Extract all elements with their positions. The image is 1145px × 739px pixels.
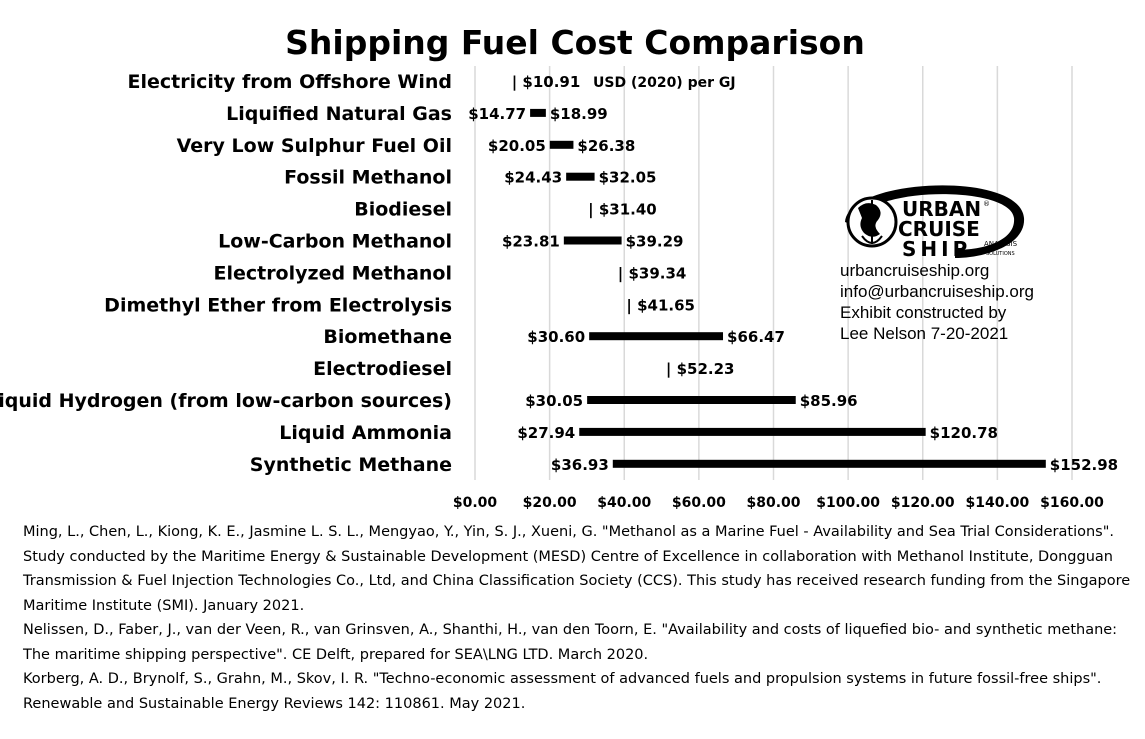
range-bar bbox=[579, 427, 926, 436]
high-value-label: | $52.23 bbox=[666, 360, 735, 379]
gridlines bbox=[474, 66, 1073, 480]
x-tick-label: $20.00 bbox=[523, 495, 577, 511]
x-tick-label: $120.00 bbox=[891, 495, 955, 511]
low-value-label: $36.93 bbox=[551, 456, 609, 474]
high-value-label: $26.38 bbox=[577, 137, 635, 155]
globe-continents bbox=[858, 203, 881, 237]
low-value-label: $14.77 bbox=[468, 105, 526, 123]
range-bar bbox=[563, 236, 622, 245]
low-value-label: $20.05 bbox=[488, 137, 546, 155]
low-value-label: $27.94 bbox=[517, 424, 575, 442]
high-value-label: $39.29 bbox=[626, 233, 684, 251]
anchor-icon bbox=[861, 200, 883, 244]
category-label: Electrolyzed Methanol bbox=[213, 262, 452, 284]
range-bar bbox=[612, 459, 1046, 468]
range-bar bbox=[530, 108, 546, 117]
high-value-label: | $31.40 bbox=[588, 201, 657, 220]
reference-3: Korberg, A. D., Brynolf, S., Grahn, M., … bbox=[23, 671, 1102, 712]
range-bar bbox=[549, 140, 574, 149]
category-label: Liquid Ammonia bbox=[279, 422, 452, 444]
category-label: Electricity from Offshore Wind bbox=[128, 71, 452, 93]
category-label: Electrodiesel bbox=[313, 358, 452, 380]
high-value-label: $66.47 bbox=[727, 328, 785, 346]
range-bar bbox=[566, 172, 595, 181]
category-label: Synthetic Methane bbox=[250, 454, 452, 476]
x-tick-label: $160.00 bbox=[1040, 495, 1104, 511]
logo-sub1: ANALYSIS bbox=[984, 240, 1018, 248]
category-label: Biomethane bbox=[323, 326, 452, 348]
high-value-label: | $41.65 bbox=[626, 296, 695, 315]
unit-label: USD (2020) per GJ bbox=[593, 75, 736, 91]
high-value-label: | $39.34 bbox=[618, 264, 687, 283]
category-label: Liquified Natural Gas bbox=[226, 103, 452, 125]
low-value-label: $24.43 bbox=[504, 169, 562, 187]
x-tick-label: $60.00 bbox=[672, 495, 726, 511]
x-tick-label: $0.00 bbox=[453, 495, 498, 511]
low-value-label: $30.60 bbox=[527, 328, 585, 346]
website-link[interactable]: urbancruiseship.org bbox=[840, 261, 990, 280]
x-axis-ticks: $0.00 $20.00 $40.00 $60.00 $80.00 $100.00 $120… bbox=[453, 495, 1104, 511]
reference-2: Nelissen, D., Faber, J., van der Veen, R… bbox=[23, 622, 1118, 663]
x-tick-label: $100.00 bbox=[816, 495, 880, 511]
category-label: Low-Carbon Methanol bbox=[218, 231, 452, 253]
references: Ming, L., Chen, L., Kiong, K. E., Jasmin… bbox=[23, 520, 1133, 716]
data-labels: | $10.91 $14.77 $18.99$20.05 $26.38 $24.43 $3… bbox=[468, 73, 1118, 474]
x-tick-label: $80.00 bbox=[746, 495, 800, 511]
range-bar bbox=[587, 396, 796, 404]
x-tick-label: $40.00 bbox=[597, 495, 651, 511]
range-bars bbox=[530, 108, 1046, 468]
credit-author: Lee Nelson 7-20-2021 bbox=[840, 324, 1009, 343]
range-bar bbox=[589, 332, 724, 341]
category-label: Liquid Hydrogen (from low-carbon sources… bbox=[0, 390, 452, 412]
contact-info: urbancruiseship.org info@urbancruiseship… bbox=[840, 260, 1034, 344]
category-label: Dimethyl Ether from Electrolysis bbox=[104, 294, 452, 316]
logo-line2: CRUISE bbox=[898, 217, 980, 241]
category-labels: Electricity from Offshore Wind Liquified … bbox=[0, 71, 452, 476]
category-label: Fossil Methanol bbox=[284, 167, 452, 189]
high-value-label: $18.99 bbox=[550, 105, 608, 123]
reference-1: Ming, L., Chen, L., Kiong, K. E., Jasmin… bbox=[23, 524, 1131, 614]
logo-line3: SHIP bbox=[902, 237, 971, 261]
fuel-cost-chart: Shipping Fuel Cost Comparison $0.00 $20.0… bbox=[0, 23, 1118, 511]
urban-cruise-ship-logo: URBAN CRUISE SHIP ANALYSIS SOLUTIONS ® bbox=[845, 185, 1025, 261]
high-value-label: $152.98 bbox=[1050, 456, 1118, 474]
logo-line1: URBAN bbox=[902, 197, 981, 221]
high-value-label: $85.96 bbox=[800, 392, 858, 410]
low-value-label: $23.81 bbox=[502, 233, 560, 251]
logo-sub2: SOLUTIONS bbox=[986, 251, 1015, 257]
chart-title: Shipping Fuel Cost Comparison bbox=[285, 23, 865, 62]
low-value-label: $30.05 bbox=[525, 392, 583, 410]
high-value-label: | $10.91 bbox=[512, 73, 581, 92]
registered-mark: ® bbox=[983, 200, 990, 208]
email-link[interactable]: info@urbancruiseship.org bbox=[840, 282, 1034, 301]
x-tick-label: $140.00 bbox=[965, 495, 1029, 511]
category-label: Biodiesel bbox=[354, 199, 452, 221]
high-value-label: $32.05 bbox=[599, 169, 657, 187]
category-label: Very Low Sulphur Fuel Oil bbox=[177, 135, 452, 157]
high-value-label: $120.78 bbox=[930, 424, 998, 442]
credit-line: Exhibit constructed by bbox=[840, 303, 1007, 322]
